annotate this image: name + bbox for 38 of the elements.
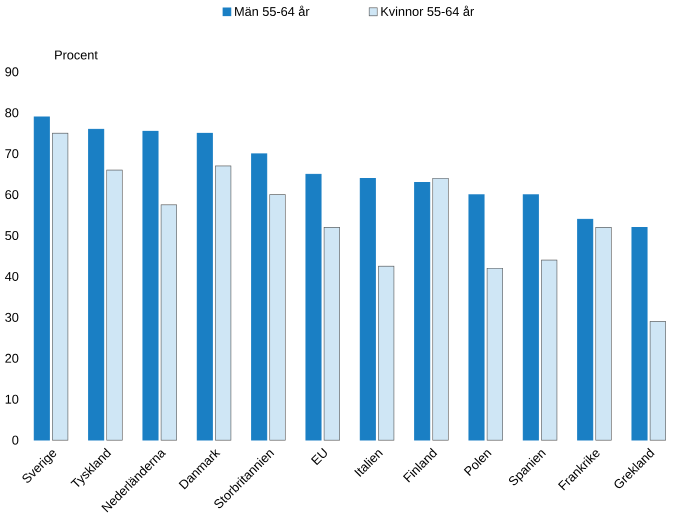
y-tick-label: 10: [6, 394, 18, 404]
bar: [541, 260, 558, 441]
bar: [160, 204, 177, 441]
y-tick-label: 20: [5, 354, 18, 363]
legend-label: Kvinnor 55-64 år: [381, 6, 474, 16]
bar: [432, 178, 449, 441]
y-tick-label: 40: [5, 272, 18, 282]
y-tick-label: 50: [5, 231, 18, 240]
bar: [324, 227, 340, 441]
bar: [468, 194, 485, 441]
bar: [577, 218, 594, 441]
bar: [305, 174, 322, 441]
bar: [52, 132, 68, 441]
legend-label: Män 55-64 år: [235, 6, 310, 16]
bar: [522, 194, 539, 441]
y-tick-label: 80: [5, 108, 18, 118]
bar: [106, 170, 123, 441]
bar: [486, 268, 503, 441]
bar: [631, 227, 648, 441]
y-tick-label: 60: [5, 190, 18, 200]
bar: [251, 153, 268, 441]
bar: [360, 178, 376, 441]
bar: [414, 182, 430, 441]
x-tick-label: EU: [310, 448, 327, 466]
y-tick-label: 30: [5, 312, 18, 322]
y-axis-title: Procent: [55, 50, 98, 60]
bar: [215, 166, 232, 441]
y-tick-label: 70: [5, 149, 18, 158]
bar: [378, 266, 394, 441]
bar: [196, 132, 213, 441]
bar: [142, 130, 159, 441]
bar: [88, 128, 104, 441]
bar: [595, 227, 612, 441]
y-tick-label: 0: [12, 436, 18, 445]
bar: [650, 321, 666, 441]
bar: [34, 116, 50, 441]
y-tick-label: 90: [5, 67, 18, 76]
bar: [269, 194, 286, 441]
